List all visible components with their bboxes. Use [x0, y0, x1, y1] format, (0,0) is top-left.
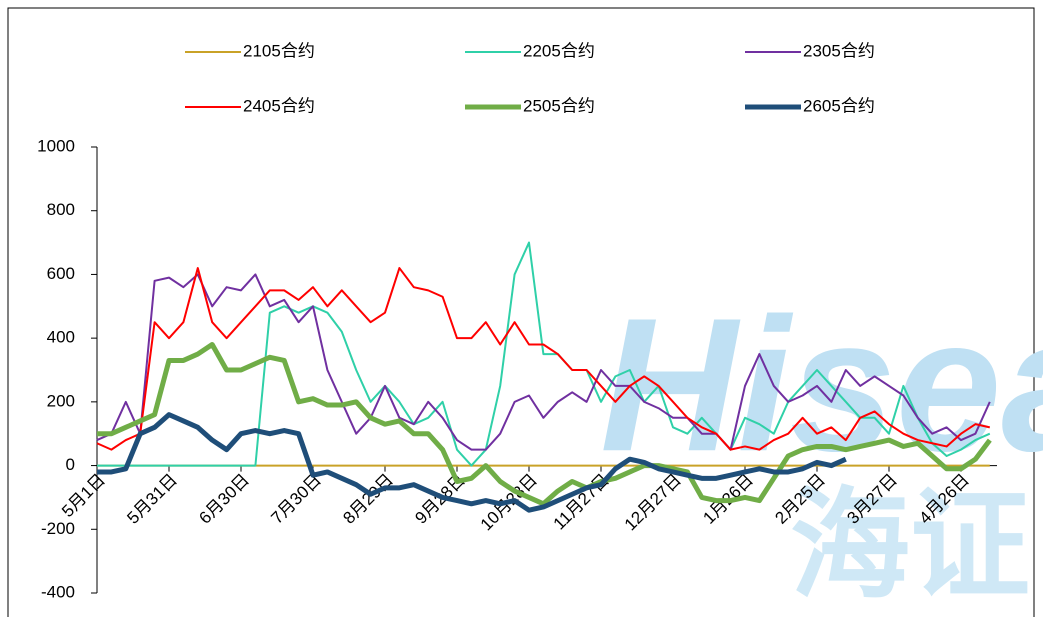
legend-label: 2605合约: [803, 96, 875, 115]
y-tick-label: 800: [47, 200, 75, 219]
legend-label: 2405合约: [243, 96, 315, 115]
y-tick-label: -200: [41, 519, 75, 538]
watermark: Hisea: [600, 279, 1043, 491]
y-tick-label: 0: [66, 455, 75, 474]
legend-label: 2305合约: [803, 41, 875, 60]
x-tick-label: 5月1日: [58, 470, 109, 521]
series-line: [97, 412, 847, 513]
legend-label: 2205合约: [523, 41, 595, 60]
legend-label: 2105合约: [243, 41, 315, 60]
legend-label: 2505合约: [523, 96, 595, 115]
y-tick-label: -400: [41, 582, 75, 601]
y-tick-label: 1000: [37, 136, 75, 155]
y-tick-label: 600: [47, 264, 75, 283]
x-tick-label: 6月30日: [195, 470, 253, 528]
chart-frame: [7, 7, 1035, 617]
watermark: 海证: [790, 479, 1030, 613]
x-tick-label: 5月31日: [123, 470, 181, 528]
series-line: [96, 273, 991, 451]
y-tick-label: 400: [47, 328, 75, 347]
x-tick-label: 7月30日: [267, 470, 325, 528]
series-line: [97, 241, 991, 467]
y-tick-label: 200: [47, 391, 75, 410]
series-line: [97, 342, 992, 507]
series-line: [96, 267, 991, 451]
